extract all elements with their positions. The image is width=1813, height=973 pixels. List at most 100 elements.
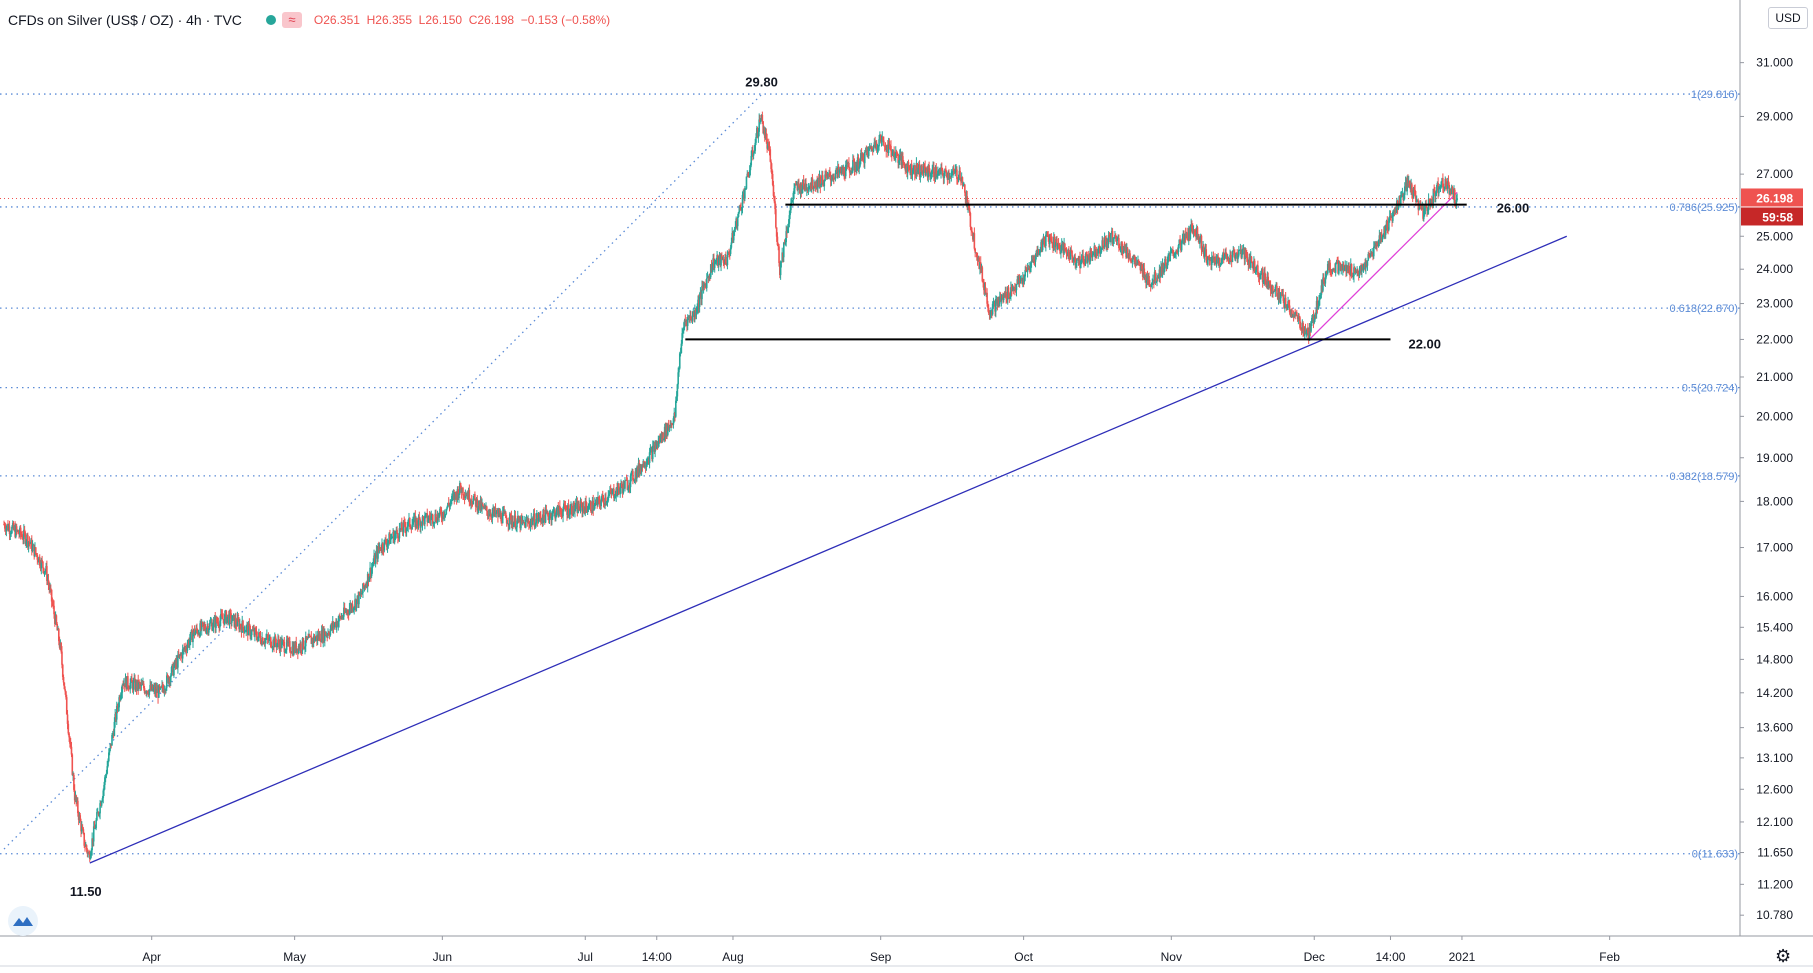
- candle-body: [1218, 258, 1221, 266]
- candle-body: [1330, 270, 1332, 271]
- candle-body: [1060, 250, 1062, 254]
- candle-body: [569, 508, 571, 515]
- candle-body: [725, 256, 727, 264]
- candle-body: [883, 140, 885, 146]
- candle-body: [285, 639, 288, 650]
- candle-body: [730, 242, 733, 248]
- candle-body: [338, 615, 340, 622]
- candle-body: [1221, 257, 1223, 264]
- candle-body: [1357, 271, 1359, 275]
- candle-body: [1408, 181, 1411, 187]
- candle-body: [629, 475, 632, 488]
- candle-body: [555, 514, 557, 519]
- candle-body: [284, 652, 286, 653]
- candle-body: [505, 512, 507, 518]
- candle-body: [121, 684, 124, 693]
- candle-body: [508, 523, 510, 526]
- candle-body: [1092, 252, 1095, 255]
- candle-body: [943, 173, 946, 179]
- candle-body: [237, 617, 240, 621]
- candle-body: [560, 510, 563, 515]
- candle-body: [337, 621, 340, 627]
- tradingview-logo-icon[interactable]: [8, 906, 38, 936]
- candle-body: [968, 208, 971, 213]
- candle-body: [1056, 244, 1059, 250]
- candle-body: [1033, 258, 1035, 261]
- candle-body: [935, 167, 938, 177]
- wave-icon[interactable]: ≈: [281, 12, 302, 28]
- candle-body: [539, 513, 541, 517]
- candle-body: [834, 173, 837, 180]
- candle-body: [597, 497, 600, 499]
- candle-body: [910, 163, 913, 176]
- candle-body: [594, 503, 596, 509]
- candle-body: [974, 248, 976, 253]
- candle-body: [925, 169, 928, 173]
- candle-body: [1407, 179, 1409, 183]
- currency-button[interactable]: USD: [1768, 7, 1808, 29]
- candle-body: [936, 175, 938, 177]
- candle-body: [1041, 241, 1044, 251]
- candle-body: [1113, 237, 1115, 239]
- candle-body: [82, 829, 85, 833]
- price-tick-label: 13.600: [1756, 721, 1793, 735]
- candle-body: [264, 639, 267, 644]
- candle-body: [992, 301, 995, 304]
- candle-body: [127, 686, 130, 689]
- candle-body: [1220, 263, 1223, 265]
- candle-body: [1133, 257, 1136, 261]
- candle-body: [31, 545, 34, 552]
- price-tick-label: 23.000: [1756, 297, 1793, 311]
- candle-body: [205, 628, 208, 633]
- candle-body: [262, 638, 264, 645]
- trend-line: [89, 235, 1568, 864]
- candle-body: [53, 605, 55, 615]
- candle-body: [559, 506, 561, 511]
- candle-body: [794, 184, 796, 189]
- candle-body: [733, 229, 736, 232]
- candle-body: [1446, 181, 1449, 189]
- candle-body: [593, 508, 595, 511]
- candle-body: [578, 503, 580, 510]
- candle-body: [1043, 236, 1046, 245]
- candle-body: [607, 495, 610, 501]
- candle-body: [1038, 252, 1041, 255]
- candle-body: [573, 502, 575, 512]
- price-tick-label: 29.000: [1756, 109, 1793, 123]
- time-tick-label: 2021: [1449, 950, 1476, 964]
- candle-body: [1106, 241, 1108, 248]
- candle-body: [777, 244, 780, 247]
- candle-body: [243, 631, 246, 633]
- candle-body: [1313, 319, 1316, 323]
- gear-icon[interactable]: ⚙: [1775, 946, 1792, 966]
- candle-body: [907, 162, 910, 167]
- candles: [3, 111, 1458, 862]
- candle-body: [1423, 211, 1425, 219]
- candle-body: [248, 623, 251, 626]
- candle-body: [1155, 281, 1158, 283]
- candle-body: [833, 176, 835, 179]
- candle-body: [151, 684, 154, 691]
- candle-body: [472, 498, 475, 505]
- candle-body: [439, 508, 442, 513]
- candle-body: [851, 171, 853, 174]
- candle-body: [705, 278, 708, 288]
- candle-body: [1095, 252, 1097, 258]
- candle-body: [740, 207, 743, 210]
- candle-body: [888, 141, 891, 146]
- candle-body: [259, 636, 262, 643]
- candle-body: [249, 625, 251, 637]
- candle-body: [1278, 288, 1281, 299]
- candle-body: [34, 547, 37, 554]
- ohlc-open: O26.351: [313, 13, 360, 27]
- candle-body: [1310, 321, 1312, 332]
- candle-body: [1069, 250, 1072, 260]
- candle-body: [1083, 259, 1085, 264]
- candle-body: [1050, 238, 1053, 242]
- candle-body: [981, 267, 984, 282]
- candle-body: [722, 259, 725, 263]
- candle-body: [370, 567, 373, 576]
- candle-body: [1435, 190, 1438, 193]
- candle-body: [1448, 184, 1451, 195]
